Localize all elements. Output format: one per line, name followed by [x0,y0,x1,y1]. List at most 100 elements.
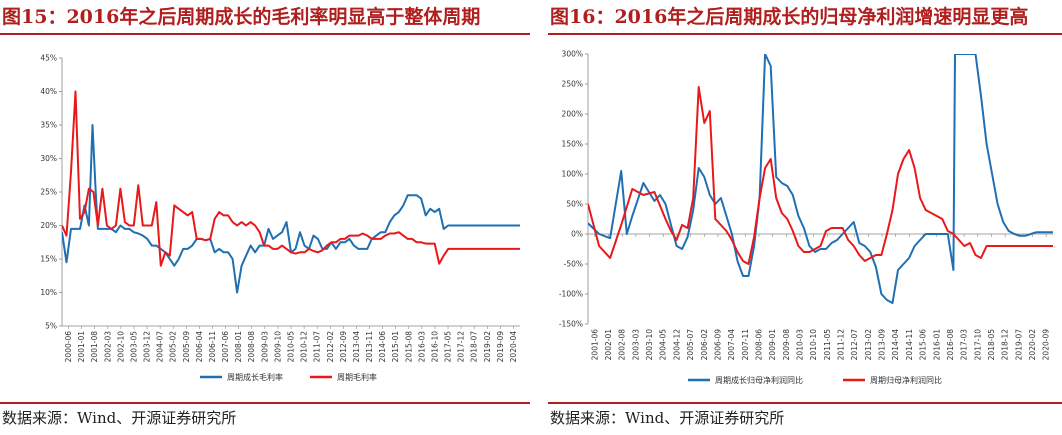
x-tick-label: 2018-07 [470,331,479,363]
y-tick-label: 25% [40,188,57,197]
x-tick-label: 2002-01 [604,329,613,361]
series-line-blue [62,124,520,294]
x-tick-label: 2016-01 [932,329,941,361]
x-tick-label: 2003-03 [631,329,640,361]
line-chart-left: 5% 10% 15% 20% 25% 30% 35% 40% 45% 2000-06 2001-01… [40,54,520,382]
right-chart-panel: 图16：2016年之后周期成长的归母净利润增速明显更高 -150% -100% -5… [548,0,1062,435]
x-tick-label: 2011-05 [823,329,832,361]
x-tick-label: 2015-01 [391,331,400,363]
chart-title-right: 图16：2016年之后周期成长的归母净利润增速明显更高 [550,6,1029,28]
legend-label: 周期归母净利润同比 [870,375,942,385]
series-line-blue [588,54,1053,304]
x-tick-label: 2009-01 [768,329,777,361]
y-tick-label: 300% [562,50,583,59]
x-tick-label: 2009-10 [273,331,282,363]
x-tick-label: 2014-04 [891,329,900,361]
x-tick-label: 2013-09 [878,329,887,361]
y-tick-label: 0% [571,230,583,239]
x-tick-label: 2005-07 [686,329,695,361]
x-tick-label: 2001-01 [77,331,86,363]
x-tick-label: 2020-09 [1042,329,1051,361]
x-tick-label: 2016-10 [430,331,439,363]
legend-label: 周期成长归母净利润同比 [715,375,803,385]
x-tick-label: 2004-05 [659,329,668,361]
x-tick-label: 2000-06 [64,331,73,363]
y-tick-label: 30% [40,154,57,163]
source-note-left: 数据来源：Wind、开源证券研究所 [2,409,237,427]
x-tick-label: 2018-12 [1001,329,1010,361]
x-tick-label: 2014-11 [905,329,914,361]
x-tick-label: 2013-02 [864,329,873,361]
source-rule-right [548,402,1062,404]
y-tick-label: -150% [559,320,583,329]
x-tick-label: 2009-03 [260,331,269,363]
x-tick-label: 2010-03 [795,329,804,361]
x-tick-label: 2003-10 [645,329,654,361]
x-tick-label: 2010-05 [287,331,296,363]
x-tick-label: 2010-10 [809,329,818,361]
x-tick-label: 2016-03 [417,331,426,363]
x-tick-label: 2017-10 [973,329,982,361]
y-tick-label: 10% [40,288,57,297]
x-tick-label: 2014-06 [378,331,387,363]
y-tick-label: -100% [559,290,583,299]
x-tick-label: 2016-08 [946,329,955,361]
x-tick-label: 2017-03 [960,329,969,361]
x-tick-label: 2017-12 [457,331,466,363]
series-line-red [588,86,1053,265]
x-tick-label: 2002-03 [103,331,112,363]
x-tick-label: 2012-02 [326,331,335,363]
x-tick-label: 2020-04 [509,331,518,363]
title-rule-right [548,33,1062,35]
legend-label: 周期成长毛利率 [227,372,283,382]
x-tick-label: 2012-09 [339,331,348,363]
x-tick-label: 2001-08 [90,331,99,363]
x-tick-label: 2002-10 [116,331,125,363]
x-tick-label: 2006-04 [195,331,204,363]
title-rule-left [0,33,530,35]
x-tick-label: 2017-05 [444,331,453,363]
x-tick-label: 2013-11 [365,331,374,363]
x-tick-label: 2015-06 [919,329,928,361]
x-tick-label: 2007-06 [221,331,230,363]
x-tick-label: 2004-12 [672,329,681,361]
x-tick-label: 2003-05 [129,331,138,363]
source-rule-left [0,402,530,404]
x-tick-label: 2019-07 [1014,329,1023,361]
x-tick-label: 2009-08 [782,329,791,361]
x-tick-label: 2006-02 [700,329,709,361]
x-tick-label: 2006-11 [208,331,217,363]
y-tick-label: 20% [40,221,57,230]
y-tick-label: 35% [40,121,57,130]
x-tick-label: 2007-04 [727,329,736,361]
chart-title-left: 图15：2016年之后周期成长的毛利率明显高于整体周期 [2,6,481,28]
source-note-right: 数据来源：Wind、开源证券研究所 [550,409,785,427]
x-tick-label: 2011-12 [837,329,846,361]
series-line-red [62,90,520,267]
x-tick-label: 2008-01 [234,331,243,363]
x-tick-label: 2019-02 [483,331,492,363]
x-tick-label: 2008-06 [754,329,763,361]
legend-label: 周期毛利率 [337,372,377,382]
x-tick-label: 2006-09 [713,329,722,361]
x-tick-label: 2004-07 [156,331,165,363]
x-tick-label: 2013-04 [352,331,361,363]
x-tick-label: 2005-09 [182,331,191,363]
y-tick-label: 40% [40,87,57,96]
y-tick-label: 15% [40,255,57,264]
x-tick-label: 2020-02 [1028,329,1037,361]
y-tick-label: 5% [45,322,57,331]
y-tick-label: 100% [562,170,583,179]
y-tick-label: 200% [562,110,583,119]
x-tick-label: 2007-11 [741,329,750,361]
y-tick-label: 250% [562,80,583,89]
x-tick-label: 2018-05 [987,329,996,361]
y-tick-label: -50% [564,260,583,269]
x-tick-label: 2008-08 [247,331,256,363]
line-chart-right: -150% -100% -50% 0% 50% 100% 150% 200% 250% 300% 2… [559,50,1053,385]
x-tick-label: 2012-07 [850,329,859,361]
left-chart-panel: 图15：2016年之后周期成长的毛利率明显高于整体周期 5% 10% 15% 20% 2… [0,0,530,435]
x-tick-label: 2001-06 [590,329,599,361]
x-tick-label: 2019-09 [496,331,505,363]
x-tick-label: 2003-12 [143,331,152,363]
